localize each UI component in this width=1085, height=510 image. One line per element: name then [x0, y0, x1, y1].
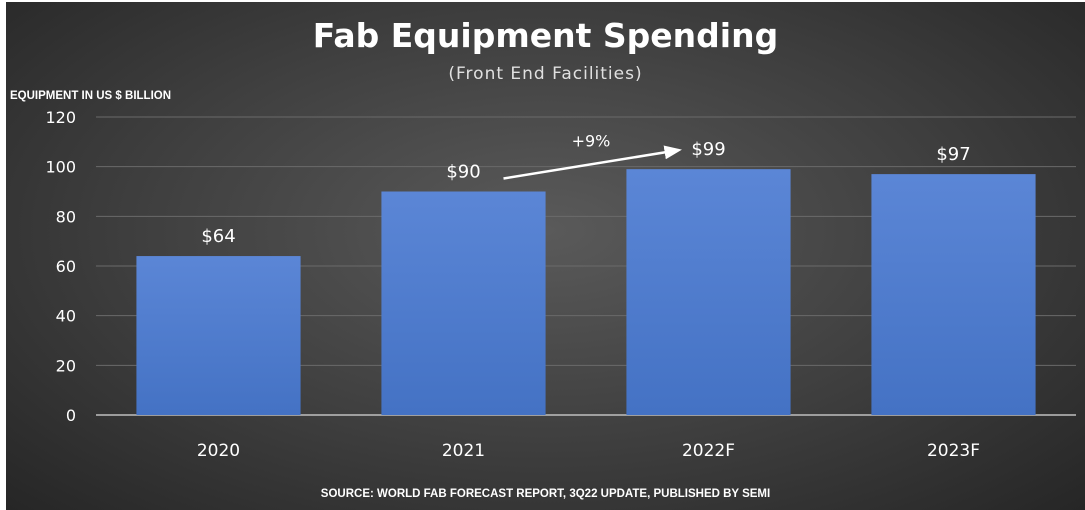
chart-title: Fab Equipment Spending: [312, 16, 779, 55]
x-tick-label: 2021: [442, 441, 485, 461]
bar-2021: [381, 191, 546, 415]
y-tick-label: 120: [45, 108, 76, 127]
bar-2020: [136, 256, 301, 415]
growth-arrow: [503, 145, 682, 180]
data-label: $90: [446, 162, 480, 183]
x-tick-label: 2020: [197, 441, 240, 461]
bar-2022f: [626, 169, 791, 415]
y-tick-label: 80: [56, 207, 76, 226]
y-tick-label: 20: [56, 356, 76, 375]
bar-2023f: [871, 174, 1036, 415]
y-tick-label: 40: [56, 307, 76, 326]
data-label: $99: [691, 139, 725, 160]
data-label: $97: [936, 144, 970, 165]
y-tick-label: 0: [66, 406, 76, 425]
chart-subtitle: (Front End Facilities): [448, 64, 643, 84]
growth-label: +9%: [572, 131, 611, 150]
x-tick-label: 2022F: [682, 441, 735, 461]
x-tick-label: 2023F: [927, 441, 980, 461]
data-label: $64: [201, 226, 235, 247]
source-note: SOURCE: WORLD FAB FORECAST REPORT, 3Q22 …: [320, 488, 771, 500]
bar-chart-plot: 0 20 40 60 80 100 120 $64 2020 $90 2021 $99 2022F $97…: [45, 108, 1076, 461]
y-axis-title: EQUIPMENT IN US $ BILLION: [10, 90, 172, 102]
chart-frame: Fab Equipment Spending (Front End Facili…: [6, 2, 1085, 510]
y-tick-label: 100: [45, 158, 76, 177]
y-tick-label: 60: [56, 257, 76, 276]
